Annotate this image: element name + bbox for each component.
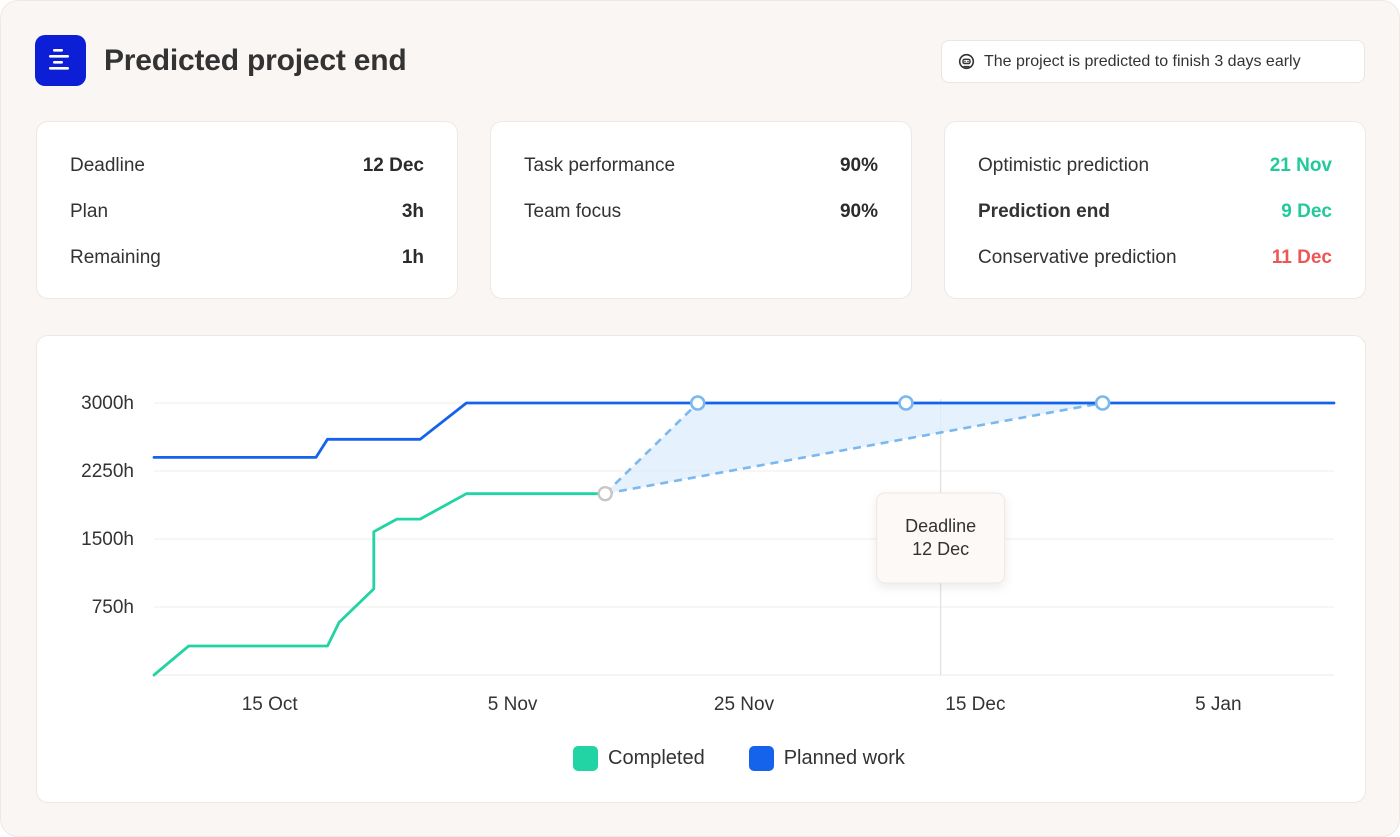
deadline-row: Deadline 12 Dec: [70, 154, 424, 178]
task-performance-row: Task performance 90%: [524, 154, 878, 178]
team-focus-value: 90%: [839, 201, 878, 222]
remaining-value: 1h: [401, 247, 424, 268]
conservative-label: Conservative prediction: [978, 247, 1177, 268]
header: Predicted project end The project is pre…: [35, 35, 1365, 87]
notice-text: The project is predicted to finish 3 day…: [984, 52, 1301, 70]
optimistic-value: 21 Nov: [1269, 155, 1332, 176]
deadline-label: Deadline: [70, 155, 145, 176]
team-focus-row: Team focus 90%: [524, 200, 878, 224]
predictions-card: Optimistic prediction 21 Nov Prediction …: [944, 121, 1366, 299]
x-tick-label: 25 Nov: [714, 694, 775, 715]
planned-swatch: [748, 746, 774, 771]
y-tick-label: 1500h: [81, 529, 134, 550]
deadline-value: 12 Dec: [362, 155, 424, 176]
remaining-label: Remaining: [70, 247, 161, 268]
plan-value: 3h: [401, 201, 424, 222]
optimistic-prediction-line: [604, 402, 699, 495]
prediction-end-value: 9 Dec: [1281, 201, 1332, 222]
optimistic-point: [689, 395, 706, 411]
chart-card: Deadline 12 Dec 3000h 2250h 1500h 750h 15 Oct…: [36, 335, 1366, 803]
task-performance-label: Task performance: [524, 155, 676, 176]
deadline-tooltip-label: Deadline: [905, 516, 976, 536]
prediction-end-row: Prediction end 9 Dec: [978, 200, 1332, 224]
progress-chart: Deadline 12 Dec 3000h 2250h 1500h 750h 15 Oct…: [81, 393, 1336, 715]
prediction-area: [605, 403, 1103, 494]
x-tick-label: 5 Nov: [488, 694, 538, 715]
completed-series-line: [152, 492, 607, 677]
current-progress-point: [597, 485, 613, 502]
plan-label: Plan: [70, 201, 109, 222]
conservative-value: 11 Dec: [1271, 247, 1332, 268]
legend-label-planned: Planned work: [783, 747, 905, 769]
expected-point: [898, 395, 914, 411]
conservative-row: Conservative prediction 11 Dec: [978, 246, 1332, 270]
legend-item-completed[interactable]: Completed: [573, 746, 705, 771]
y-tick-label: 3000h: [81, 393, 134, 414]
x-tick-label: 15 Dec: [945, 694, 1005, 715]
task-performance-value: 90%: [839, 155, 878, 176]
optimistic-label: Optimistic prediction: [978, 155, 1150, 176]
prediction-end-label: Prediction end: [978, 201, 1110, 222]
align-lines-icon: [49, 49, 69, 70]
conservative-point: [1094, 395, 1111, 411]
performance-card: Task performance 90% Team focus 90%: [490, 121, 912, 299]
x-tick-label: 15 Oct: [242, 694, 299, 715]
schedule-card: Deadline 12 Dec Plan 3h Remaining 1h: [36, 121, 458, 299]
plan-row: Plan 3h: [70, 200, 424, 224]
prediction-notice: The project is predicted to finish 3 day…: [941, 40, 1365, 83]
legend-label-completed: Completed: [608, 747, 705, 769]
robot-icon: [958, 53, 975, 70]
planned-series-line: [152, 401, 1336, 459]
x-tick-label: 5 Jan: [1195, 694, 1241, 715]
deadline-tooltip: [876, 492, 1006, 584]
completed-swatch: [573, 746, 598, 771]
optimistic-row: Optimistic prediction 21 Nov: [978, 154, 1332, 178]
team-focus-label: Team focus: [524, 201, 622, 222]
page-title: Predicted project end: [104, 44, 407, 77]
conservative-prediction-line: [604, 401, 1103, 495]
legend-item-planned[interactable]: Planned work: [748, 746, 905, 771]
app-logo[interactable]: [35, 35, 86, 86]
y-tick-label: 750h: [92, 597, 134, 618]
chart-legend: Completed Planned work: [573, 746, 905, 771]
remaining-row: Remaining 1h: [70, 246, 424, 270]
deadline-tooltip-value: 12 Dec: [912, 539, 969, 559]
y-tick-label: 2250h: [81, 461, 134, 482]
